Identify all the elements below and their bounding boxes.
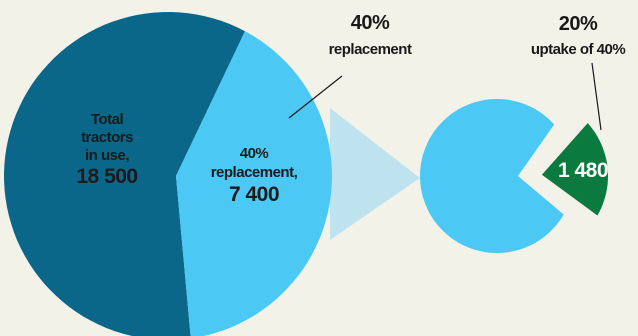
callout-uptake-text: uptake of 40% [531, 41, 626, 58]
slice-replacement [176, 31, 332, 336]
callout-replacement-text: replacement [329, 41, 412, 58]
slice-total-tractors [4, 12, 245, 336]
replacement-label-line-1: 40% [240, 145, 269, 162]
uptake-value-label: 1 480 [558, 159, 608, 182]
total-label-line-1: Total [91, 111, 124, 128]
total-label-line-2: tractors [81, 129, 133, 146]
replacement-label-line-2: replacement, [211, 164, 298, 181]
total-value-label: 18 500 [76, 165, 137, 188]
slice-replacement-remaining [420, 99, 564, 253]
funnel-connector [330, 108, 420, 240]
callout-replacement-pct: 40% [351, 12, 390, 34]
total-label-line-3: in use, [85, 147, 129, 164]
replacement-value-label: 7 400 [229, 183, 279, 206]
slice-uptake [541, 123, 608, 216]
callout-uptake-pct: 20% [559, 13, 598, 35]
callout-line-uptake [591, 62, 602, 131]
callout-line-replacement [288, 75, 343, 119]
